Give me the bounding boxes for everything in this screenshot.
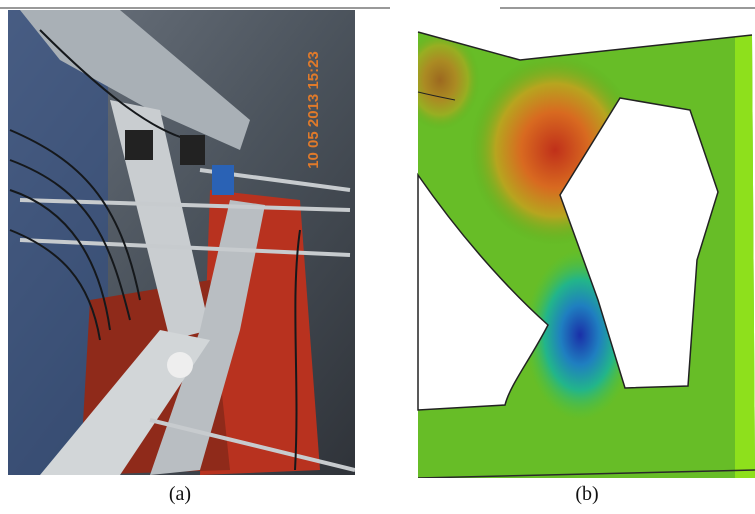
photo [8, 10, 355, 475]
timestamp: 10 05 2013 15:23 [305, 51, 322, 169]
panel-label: (b) [575, 483, 598, 505]
page: 10 05 2013 15:23 (a) (b) (() => { const … [0, 0, 755, 514]
figure: 10 05 2013 15:23 (a) (b) [0, 0, 755, 514]
panel-label: (a) [169, 483, 191, 505]
